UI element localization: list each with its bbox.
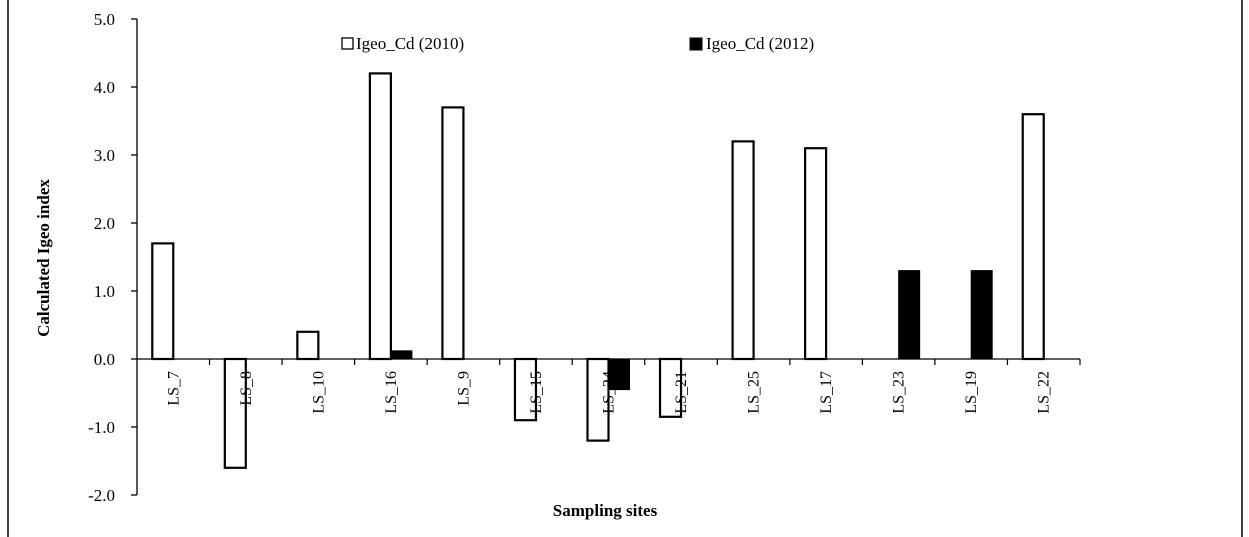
bar-igeo-2010-ls_10 bbox=[296, 330, 320, 361]
bar-igeo-2010-ls_24 bbox=[586, 357, 610, 442]
bar-igeo-2010-ls_15 bbox=[513, 357, 538, 422]
legend-label-igeo-2012: Igeo_Cd (2012) bbox=[706, 34, 814, 53]
x-category-label: LS_22 bbox=[1036, 371, 1053, 414]
bar-igeo-2010-ls_17 bbox=[804, 147, 828, 361]
bars bbox=[151, 72, 1045, 469]
x-category-label: LS_7 bbox=[165, 371, 182, 406]
x-category-label: LS_17 bbox=[818, 371, 835, 414]
bar-igeo-2010-ls_16 bbox=[368, 72, 392, 361]
y-tick-label: 2.0 bbox=[94, 214, 115, 233]
y-tick-label: -1.0 bbox=[88, 418, 115, 437]
bar-igeo-2010-ls_25 bbox=[731, 140, 755, 361]
bar-igeo-2012-ls_19 bbox=[970, 270, 993, 360]
y-tick-label: -2.0 bbox=[88, 486, 115, 505]
bar-igeo-2010-ls_7 bbox=[151, 242, 175, 361]
x-axis-title: Sampling sites bbox=[553, 501, 658, 520]
y-axis-title: Calculated Igeo index bbox=[34, 179, 53, 337]
bar-igeo-2010-ls_8 bbox=[223, 357, 247, 469]
bar-igeo-2010-ls_22 bbox=[1021, 113, 1045, 361]
category-labels: LS_7 LS_8 LS_10 LS_16 LS_9 LS_15 LS_24 LS_21 LS_… bbox=[165, 371, 1052, 414]
y-tick-label: 5.0 bbox=[94, 10, 115, 29]
y-axis: 5.0 4.0 3.0 2.0 1.0 0.0 -1.0 -2.0 bbox=[88, 10, 138, 505]
x-category-label: LS_23 bbox=[891, 371, 908, 414]
y-tick-label: 1.0 bbox=[94, 282, 115, 301]
x-category-label: LS_10 bbox=[310, 371, 327, 414]
x-category-label: LS_9 bbox=[455, 371, 472, 406]
y-tick-label: 0.0 bbox=[94, 350, 115, 369]
bar-igeo-2010-ls_9 bbox=[441, 106, 465, 361]
bar-igeo-2012-ls_24 bbox=[608, 358, 630, 391]
legend-swatch-igeo-2012 bbox=[689, 37, 703, 51]
y-tick-label: 3.0 bbox=[94, 146, 115, 165]
bar-igeo-2010-ls_21 bbox=[658, 357, 683, 418]
bar-igeo-2012-ls_23 bbox=[898, 270, 921, 360]
x-category-label: LS_25 bbox=[746, 371, 763, 414]
x-category-label: LS_24 bbox=[601, 371, 618, 414]
x-category-label: LS_8 bbox=[238, 371, 255, 406]
legend-swatch-igeo-2010 bbox=[341, 37, 354, 50]
y-tick-label: 4.0 bbox=[94, 78, 115, 97]
legend-label-igeo-2010: Igeo_Cd (2010) bbox=[356, 34, 464, 53]
legend: Igeo_Cd (2010) Igeo_Cd (2012) bbox=[341, 34, 814, 53]
x-category-label: LS_19 bbox=[963, 371, 980, 414]
x-category-label: LS_15 bbox=[528, 371, 545, 414]
bar-igeo-2012-ls_16 bbox=[390, 350, 413, 360]
x-category-label: LS_21 bbox=[673, 371, 690, 414]
x-category-label: LS_16 bbox=[383, 371, 400, 414]
